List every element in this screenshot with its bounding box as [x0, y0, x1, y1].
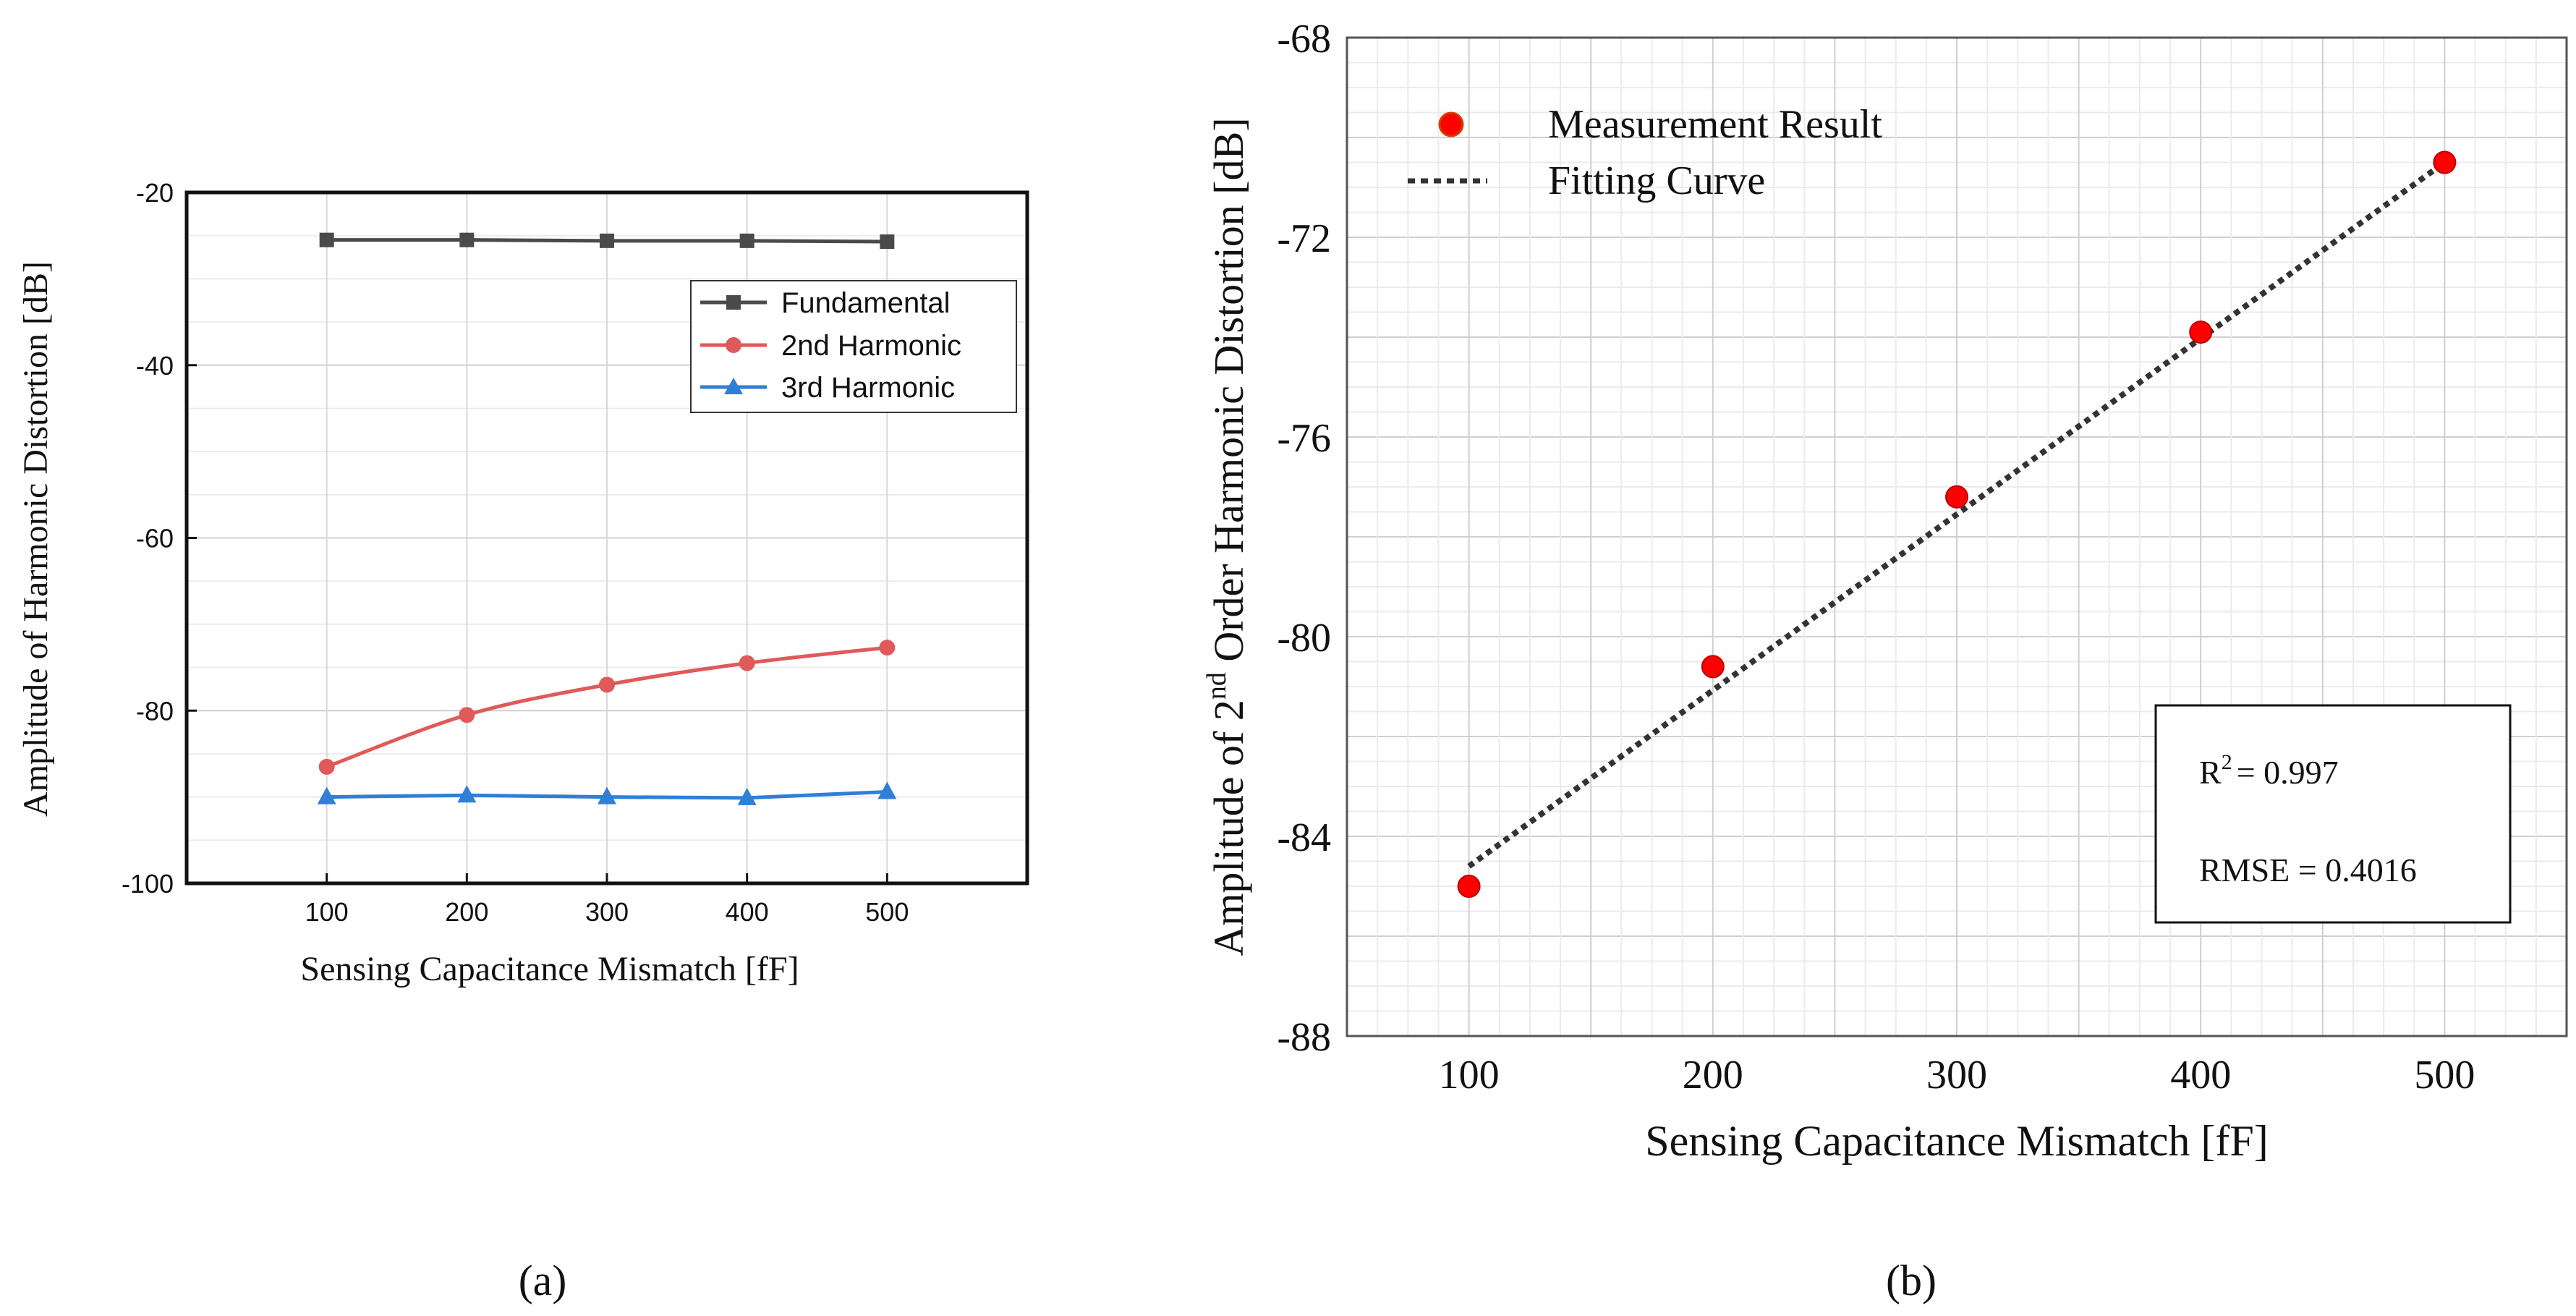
- panel-a-legend: Fundamental 2nd Harmonic 3rd Harmonic: [690, 280, 1017, 413]
- panel-a-y-tick-label: -80: [136, 696, 174, 726]
- measurement-point: [1457, 875, 1481, 898]
- measurement-point: [1945, 485, 1968, 509]
- data-point-2nd-harmonic: [739, 655, 755, 671]
- panel-b-x-tick-label: 300: [1926, 1053, 1987, 1098]
- legend-fundamental-marker: [726, 295, 741, 310]
- legend-measurement-label: Measurement Result: [1548, 102, 1882, 147]
- panel-b-x-tick-label: 500: [2414, 1053, 2475, 1098]
- data-point-3rd-harmonic: [737, 787, 757, 805]
- panel-b-y-tick-label: -88: [1277, 1015, 1331, 1060]
- legend-3rd-harmonic-marker: [724, 378, 743, 394]
- panel-a-x-tick-label: 300: [585, 897, 629, 927]
- fitting-curve-line: [1467, 160, 2447, 869]
- panel-b-y-tick-label: -80: [1277, 616, 1331, 661]
- legend-2nd-harmonic-label: 2nd Harmonic: [781, 330, 961, 362]
- panel-a-x-axis-label: Sensing Capacitance Mismatch [fF]: [300, 950, 799, 988]
- panel-a-x-tick-label: 500: [865, 897, 909, 927]
- panel-b-chart: -88 -84 -80 -76 -72 -68 100 200 300 400 500 Measur…: [1202, 17, 2568, 1304]
- legend-fitting-label: Fitting Curve: [1548, 158, 1765, 203]
- measurement-point: [2433, 150, 2457, 174]
- panel-b-x-tick-label: 400: [2170, 1053, 2231, 1098]
- rmse-text: RMSE = 0.4016: [2199, 852, 2417, 888]
- panel-a-y-tick-label: -100: [122, 869, 174, 899]
- legend-2nd-harmonic-marker: [726, 337, 741, 353]
- data-point-2nd-harmonic: [599, 676, 615, 693]
- panel-b-x-tick-label: 200: [1683, 1053, 1743, 1098]
- panel-b-x-tick-label: 100: [1439, 1053, 1500, 1098]
- panel-b-y-tick-label: -68: [1277, 17, 1331, 61]
- panel-a-y-axis-label: Amplitude of Harmonic Distortion [dB]: [17, 261, 55, 817]
- panel-b-y-tick-label: -84: [1277, 815, 1331, 860]
- legend-3rd-harmonic-label: 3rd Harmonic: [781, 372, 955, 404]
- panel-b-y-axis-label: Amplitude of 2nd Order Harmonic Distorti…: [1202, 117, 1252, 956]
- data-point-2nd-harmonic: [459, 707, 475, 723]
- data-point-3rd-harmonic: [457, 785, 477, 803]
- panel-b-legend: Measurement Result Fitting Curve: [1408, 102, 1882, 203]
- data-point-2nd-harmonic: [879, 640, 896, 656]
- panel-b-label: (b): [1886, 1257, 1937, 1304]
- data-point-fundamental: [600, 233, 614, 248]
- data-point-2nd-harmonic: [318, 758, 335, 775]
- stats-box-frame: [2154, 704, 2512, 924]
- panel-a-chart: -100 -80 -60 -40 -20 100 200 300 400 500 Fundamen…: [17, 178, 1029, 1304]
- data-point-fundamental: [739, 233, 754, 248]
- panel-a-x-tick-label: 200: [445, 897, 488, 927]
- data-point-fundamental: [459, 232, 475, 247]
- data-point-3rd-harmonic: [877, 781, 897, 799]
- measurement-point: [1701, 655, 1725, 679]
- legend-measurement-marker: [1438, 111, 1464, 137]
- panel-b-y-tick-label: -72: [1277, 216, 1331, 261]
- panel-a-y-tick-label: -60: [136, 524, 174, 553]
- panel-b-x-axis-label: Sensing Capacitance Mismatch [fF]: [1645, 1117, 2268, 1165]
- panel-a-y-tick-label: -40: [136, 351, 174, 381]
- data-point-3rd-harmonic: [598, 786, 616, 805]
- panel-a-y-tick-label: -20: [136, 178, 174, 208]
- panel-a-x-tick-label: 100: [305, 897, 349, 927]
- panel-b-y-tick-label: -76: [1277, 416, 1331, 461]
- data-point-fundamental: [880, 234, 895, 250]
- r-squared-text: R2 = 0.997: [2199, 750, 2339, 791]
- data-point-3rd-harmonic: [317, 786, 336, 805]
- panel-a-label: (a): [519, 1257, 567, 1304]
- panel-b-stats-box: R2 = 0.997 RMSE = 0.4016: [2154, 704, 2512, 924]
- measurement-point: [2189, 320, 2213, 344]
- panel-b-frame: [1346, 36, 2568, 1037]
- legend-fundamental-label: Fundamental: [781, 287, 950, 319]
- panel-a-x-tick-label: 400: [726, 897, 769, 927]
- data-point-fundamental: [319, 232, 334, 247]
